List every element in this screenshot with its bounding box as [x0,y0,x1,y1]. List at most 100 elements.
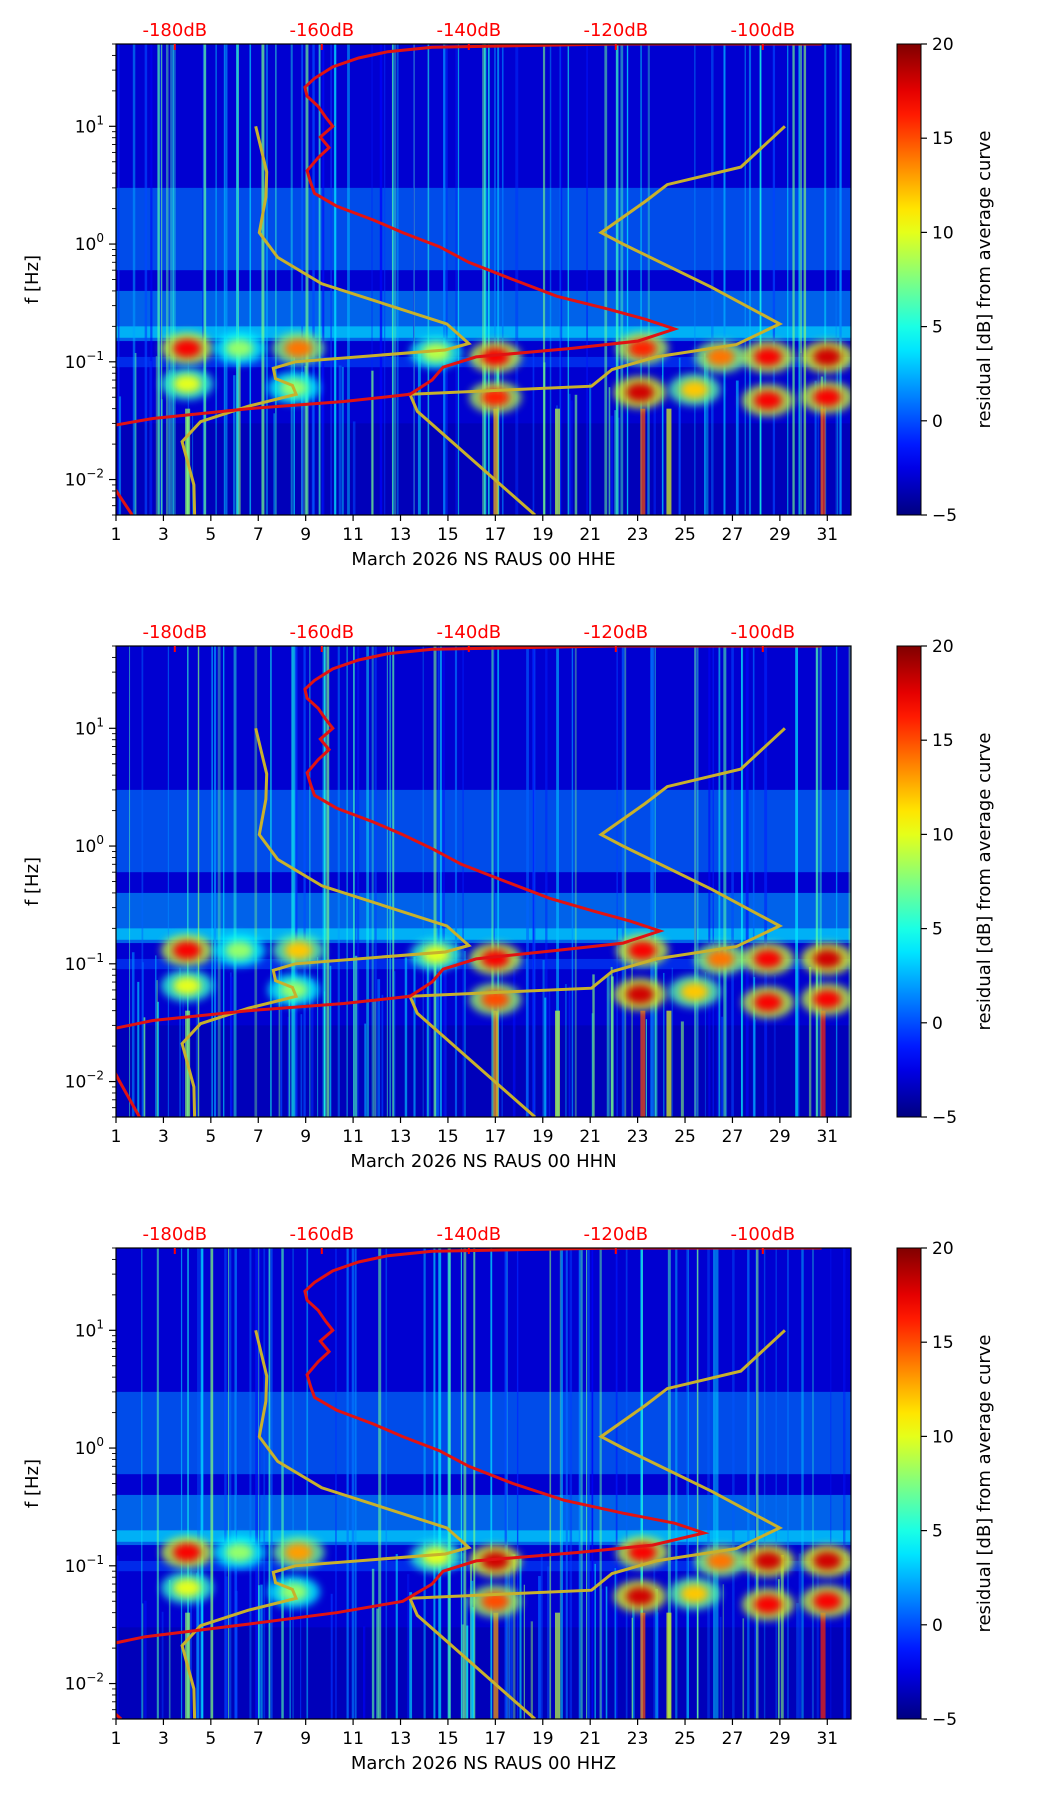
noise-streak [732,1248,735,1719]
noise-streak [519,1557,522,1719]
colorbar-tick-label: 20 [932,637,954,657]
noise-streak [748,44,752,515]
hotspot [422,1547,451,1566]
nlnm-curve [180,727,472,1117]
event-streak [493,1612,499,1719]
noise-streak [323,646,326,1117]
noise-streak [608,387,611,515]
hotspot [173,374,202,393]
noise-streak [354,955,358,1117]
noise-streak [197,646,200,1117]
noise-streak [801,1248,804,1719]
noise-streak [592,974,595,1117]
noise-streak [824,44,827,515]
noise-streak [261,44,265,515]
event-streak [640,1612,646,1719]
noise-streak [559,44,561,515]
event-streak [640,1010,646,1117]
noise-streak [376,1608,379,1719]
hotspot [481,949,510,968]
noise-streak [816,646,819,1117]
x-tick-label: 19 [532,1729,554,1749]
noise-streak [303,646,306,1117]
noise-streak [508,1559,511,1719]
hotspot [706,949,735,968]
x-tick-label: 5 [205,1729,216,1749]
colorbar-tick-label: 10 [932,223,954,243]
noise-streak [311,978,314,1117]
y-tick-label: 10−2 [65,467,104,491]
noise-streak [268,1248,271,1719]
noise-streak [409,1592,413,1719]
noise-streak [614,1568,617,1719]
noise-streak [796,1603,799,1719]
hotspot [173,339,202,358]
colorbar-tick-label: 10 [932,825,954,845]
x-tick-label: 25 [674,1127,696,1147]
noise-streak [192,412,194,515]
noise-streak [168,1579,171,1719]
noise-streak [599,1248,602,1719]
noise-streak [386,646,388,1117]
noise-streak [203,44,207,515]
event-streak [555,1612,560,1719]
noise-streak [509,1571,513,1719]
x-tick-label: 27 [722,1729,744,1749]
colorbar [896,43,922,516]
noise-streak [754,1019,756,1117]
noise-streak [569,400,573,515]
y-tick-label: 100 [75,833,104,857]
colorbar-tick-label: 10 [932,1427,954,1447]
x-tick-label: 29 [769,1729,791,1749]
colorbar-tick-label: 5 [932,1522,943,1542]
noise-streak [393,971,396,1117]
noise-streak [437,646,440,1117]
noise-streak [814,380,817,515]
noise-streak [258,1248,261,1719]
noise-streak [811,1590,814,1719]
noise-band [116,928,851,940]
noise-streak [830,1248,832,1719]
noise-streak [836,362,839,515]
colorbar-tick-label: −5 [932,506,957,526]
event-streak [493,408,499,515]
noise-streak [655,1588,658,1719]
hotspot [813,1551,842,1570]
noise-streak [556,646,559,1117]
noise-streak [160,44,163,515]
noise-streak [756,1248,759,1719]
noise-streak [662,354,664,515]
noise-streak [197,1553,199,1719]
hotspot [481,388,510,407]
noise-streak [378,1248,382,1719]
hotspot [625,383,654,402]
x-tick-label: 7 [253,1729,264,1749]
noise-streak [347,44,350,515]
noise-streak [559,44,563,515]
noise-streak [128,646,131,1117]
noise-streak [381,994,384,1117]
noise-streak [747,1248,750,1719]
noise-streak [719,1616,722,1719]
median-psd-curve [116,646,822,1117]
noise-streak [141,646,144,1117]
colorbar-tick-label: 15 [932,129,954,149]
noise-streak [512,1554,516,1719]
noise-streak [795,646,799,1117]
noise-streak [442,646,445,1117]
noise-streak [364,1023,367,1117]
noise-streak [615,1248,618,1719]
noise-streak [497,44,500,515]
noise-streak [329,965,332,1117]
colorbar-tick-label: 5 [932,318,943,338]
noise-streak [249,44,252,515]
noise-band [116,789,851,873]
noise-streak [263,1248,266,1719]
noise-streak [653,385,656,515]
noise-streak [641,1248,643,1719]
noise-streak [626,44,629,515]
y-tick-label: 101 [75,1317,104,1341]
hotspot [754,949,783,968]
heatmap-area [116,44,851,515]
noise-streak [470,1580,474,1719]
